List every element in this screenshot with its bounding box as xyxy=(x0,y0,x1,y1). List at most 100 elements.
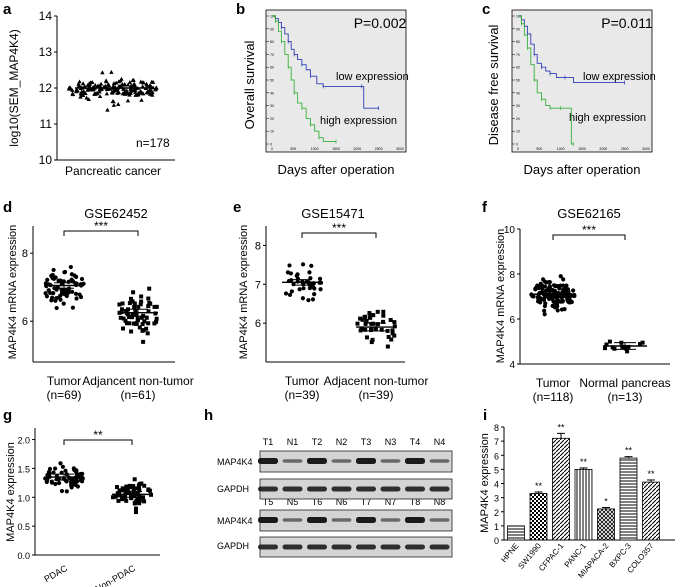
y-tick-label: 20 xyxy=(270,117,274,121)
group-2-label: Normal pancreas xyxy=(579,376,670,390)
data-point xyxy=(49,273,54,278)
sample-count: n=178 xyxy=(136,136,170,150)
data-point xyxy=(132,477,137,482)
group-1-count: (n=69) xyxy=(46,388,81,402)
data-point xyxy=(132,83,138,88)
data-point xyxy=(84,95,89,100)
data-point xyxy=(381,319,386,324)
data-point xyxy=(80,81,86,86)
data-point xyxy=(116,498,121,503)
data-point xyxy=(358,328,363,333)
data-point xyxy=(53,466,58,471)
data-point xyxy=(153,86,159,91)
y-tick-label: 3 xyxy=(494,494,499,504)
data-point xyxy=(112,87,117,92)
lane-label: N3 xyxy=(385,437,397,447)
data-point xyxy=(58,461,63,466)
panel-letter: e xyxy=(233,199,241,216)
y-tick-label: 5 xyxy=(494,465,499,475)
blot-band xyxy=(331,518,352,522)
data-point xyxy=(300,262,306,267)
significance-label: ** xyxy=(580,457,588,467)
blot-band xyxy=(258,517,278,523)
y-ticks: 6 7 8 xyxy=(255,240,266,330)
data-point xyxy=(81,90,86,95)
y-axis-label: MAP4K4 mRNA expression xyxy=(7,225,19,360)
plot-title: GSE62165 xyxy=(557,206,621,221)
data-point xyxy=(127,321,132,326)
y-tick-label: 14 xyxy=(39,9,53,23)
data-point xyxy=(114,88,119,93)
y-tick-label: 2.0 xyxy=(17,436,30,446)
y-tick-label: 11 xyxy=(40,117,53,131)
data-point xyxy=(375,309,380,314)
y-tick-label: 80 xyxy=(270,40,274,44)
data-point xyxy=(385,344,390,349)
data-point xyxy=(53,481,58,487)
data-point xyxy=(138,79,144,84)
data-point xyxy=(51,276,56,281)
blot-band xyxy=(331,486,352,492)
lane-label: N2 xyxy=(336,437,348,447)
data-point xyxy=(149,79,154,84)
data-point xyxy=(104,91,110,96)
data-point xyxy=(131,484,136,489)
data-point xyxy=(80,471,85,476)
data-point xyxy=(120,307,125,312)
lane-labels-bottom: T5 N5 T6 N6 T7 N7 T8 N8 xyxy=(263,497,446,507)
data-point xyxy=(368,315,373,320)
significance-label: ** xyxy=(625,446,633,456)
data-point xyxy=(386,334,391,339)
y-tick-label: 7 xyxy=(255,279,261,291)
y-axis-label: MAP4K4 expression xyxy=(5,442,17,542)
data-point xyxy=(355,321,360,326)
data-point xyxy=(121,326,126,331)
data-point xyxy=(562,307,567,312)
data-point xyxy=(285,270,291,275)
y-tick-label: 100 xyxy=(270,15,276,19)
data-point xyxy=(295,276,300,281)
data-point xyxy=(364,335,369,340)
data-point xyxy=(125,82,131,87)
data-point xyxy=(137,488,142,493)
y-axis-label: Disease free survival xyxy=(486,25,501,146)
data-point xyxy=(132,501,137,506)
x-tick-label: 500 xyxy=(290,147,296,151)
bars: HPNE**SW1990**CFPAC-1**PANC-1*MIAPACA-2*… xyxy=(499,422,660,580)
data-point xyxy=(97,94,103,98)
data-point xyxy=(144,315,149,320)
scatter-points xyxy=(43,264,159,344)
data-point xyxy=(85,87,90,92)
y-axis-label: log10(SEM_MAP4K4) xyxy=(7,29,21,146)
lane-label: T7 xyxy=(361,497,372,507)
data-point xyxy=(289,278,294,283)
data-point xyxy=(110,90,115,95)
data-point xyxy=(381,309,386,314)
y-tick-label: 30 xyxy=(516,104,520,108)
y-tick-label: 8 xyxy=(509,270,515,281)
data-point xyxy=(360,317,365,322)
y-tick-label: 1.0 xyxy=(17,493,30,503)
data-point xyxy=(550,303,555,308)
lane-labels-top: T1 N1 T2 N2 T3 N3 T4 N4 xyxy=(263,437,446,447)
data-point xyxy=(60,464,65,469)
data-point xyxy=(111,102,117,107)
data-point xyxy=(153,311,158,316)
data-point xyxy=(44,479,49,485)
data-point xyxy=(63,468,68,473)
data-point xyxy=(533,287,538,292)
group-2-count: (n=13) xyxy=(607,390,642,404)
y-axis-label: MAP4K4 mRNA expression xyxy=(238,225,250,360)
x-tick-label: 500 xyxy=(536,147,542,151)
data-point xyxy=(130,312,135,317)
data-point xyxy=(381,313,386,318)
data-point xyxy=(121,316,126,321)
group-1-count: (n=39) xyxy=(284,388,319,402)
panel-letter: f xyxy=(482,199,488,216)
data-point xyxy=(306,298,311,303)
data-point xyxy=(127,490,132,495)
data-point xyxy=(134,498,139,503)
data-point xyxy=(81,93,86,97)
